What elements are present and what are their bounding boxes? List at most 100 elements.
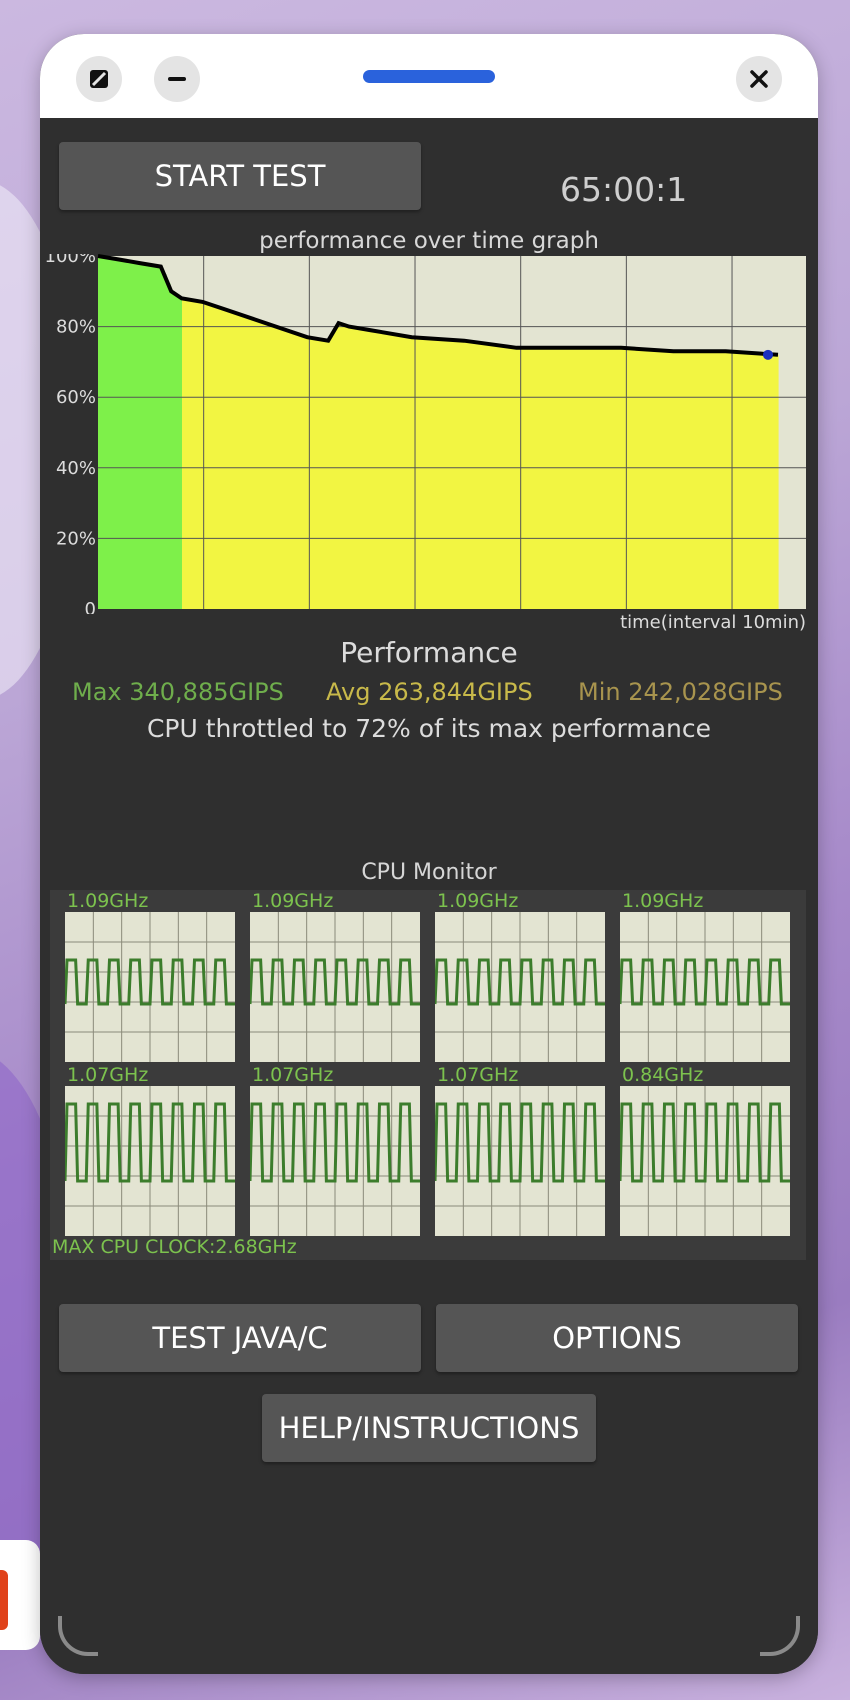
performance-bar [158,266,163,609]
performance-bar [686,351,691,609]
minimize-button[interactable] [154,56,200,102]
y-tick-label: 0 [85,599,96,614]
performance-bar [670,351,675,609]
core-waveform [620,958,790,1006]
performance-bar [678,351,683,609]
performance-bar [162,274,167,609]
performance-bar [342,324,347,609]
test-java-c-button[interactable]: TEST JAVA/C [59,1304,421,1372]
avg-stat: Avg 263,844GIPS [326,678,533,706]
performance-bar [526,347,531,609]
performance-bar [658,350,663,609]
performance-bar [646,349,651,609]
performance-bar [142,263,147,609]
min-stat: Min 242,028GIPS [578,678,783,706]
performance-bar [302,336,307,609]
close-button[interactable] [736,56,782,102]
performance-bar [386,333,391,609]
performance-bar [638,349,643,609]
performance-bar [474,342,479,609]
performance-bar [702,351,707,609]
performance-bar [462,340,467,609]
core-frequency: 1.09GHz [67,890,149,912]
performance-bar [738,352,743,609]
performance-bar [214,306,219,609]
performance-bar [146,264,151,609]
core-waveform [250,958,420,1006]
performance-bar [718,351,723,609]
performance-bar [358,328,363,609]
app-window: START TEST 65:00:1 performance over time… [40,34,818,1674]
minimize-icon [168,77,186,81]
help-instructions-button[interactable]: HELP/INSTRUCTIONS [262,1394,596,1462]
graph-gridlines [98,256,806,609]
performance-bar [458,340,463,609]
performance-bar [114,259,119,609]
resize-icon [90,70,108,88]
core-frequency: 1.09GHz [437,890,519,912]
performance-bar [630,348,635,609]
performance-bar [230,311,235,609]
performance-bar [494,345,499,609]
performance-bar [218,307,223,609]
options-button[interactable]: OPTIONS [436,1304,798,1372]
performance-bar [774,354,779,609]
performance-bar [450,339,455,609]
performance-bar [498,345,503,609]
performance-bar [414,337,419,609]
performance-bar [694,351,699,609]
performance-bar [506,346,511,609]
performance-bar [402,335,407,609]
performance-bar [314,338,319,609]
performance-bar [490,344,495,609]
performance-bar [742,352,747,609]
x-axis-label: time(interval 10min) [620,612,806,633]
performance-bar [582,347,587,609]
core-frequency: 1.07GHz [252,1064,334,1086]
performance-bar [238,314,243,609]
performance-bar [286,330,291,609]
resize-corner-right[interactable] [760,1616,800,1656]
performance-bar [514,347,519,609]
performance-bar [306,337,311,609]
performance-bar [326,340,331,609]
performance-bar [126,261,131,609]
max-stat: Max 340,885GIPS [72,678,284,706]
performance-title: Performance [340,636,518,669]
performance-bar [454,340,459,609]
resize-button[interactable] [76,56,122,102]
core-waveform [250,1102,420,1183]
performance-bar [618,347,623,609]
core-waveform [620,1102,790,1183]
y-tick-label: 60% [56,387,96,408]
performance-bar [174,294,179,609]
timer-display: 65:00:1 [560,170,688,209]
performance-bar [250,318,255,609]
start-test-button[interactable]: START TEST [59,142,421,210]
performance-bar [190,300,195,609]
app-content: START TEST 65:00:1 performance over time… [40,118,818,1674]
performance-bar [710,351,715,609]
performance-bar [194,300,199,609]
performance-bar [390,333,395,609]
performance-bar [410,337,415,609]
performance-bar [558,347,563,609]
performance-bar [590,347,595,609]
performance-bar [310,337,315,609]
performance-bar [566,347,571,609]
performance-bar [666,350,671,609]
performance-bar [530,347,535,609]
resize-corner-left[interactable] [58,1616,98,1656]
drag-handle[interactable] [363,70,495,83]
performance-bar [570,347,575,609]
performance-bar [366,329,371,609]
performance-bar [210,305,215,609]
cpu-monitor-title: CPU Monitor [361,860,497,885]
performance-bar [130,261,135,609]
performance-bar [262,322,267,609]
performance-bar [278,328,283,609]
core-frequency: 1.09GHz [622,890,704,912]
core-graph [620,912,790,1062]
performance-bar [478,342,483,609]
performance-bar [170,291,175,609]
